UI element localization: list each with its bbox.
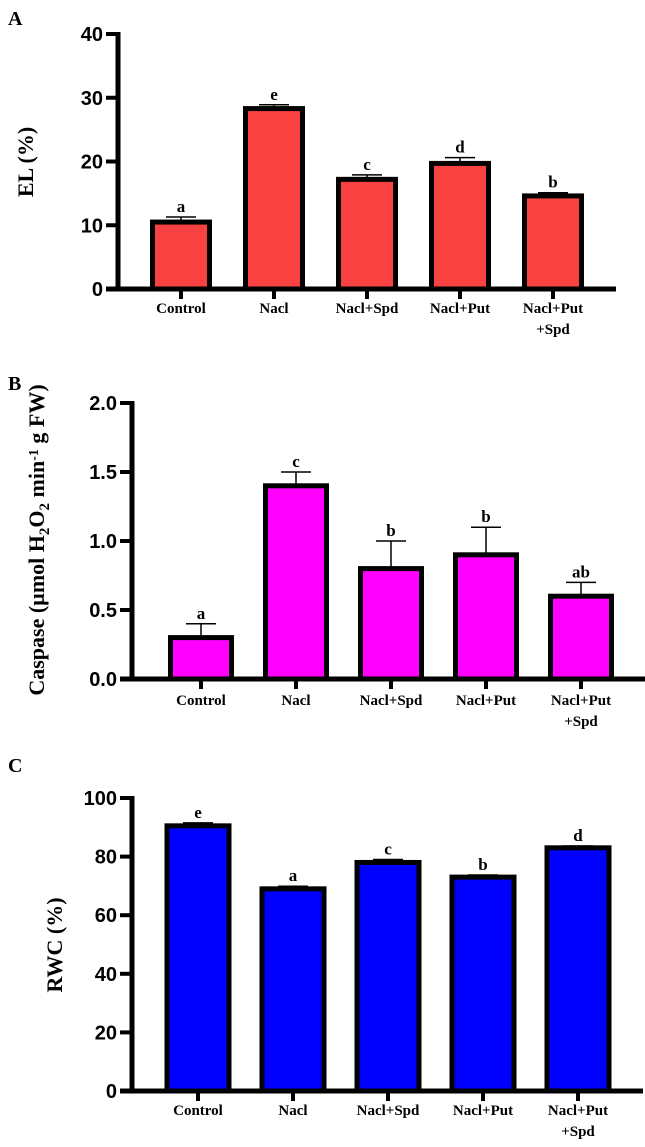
category-label: Control	[156, 301, 206, 317]
bar	[336, 176, 398, 292]
panel-c: C RWC (%) e Control a Nacl c Nacl+Spd b Nacl+Put d…	[8, 755, 643, 1140]
significance-label: a	[177, 197, 186, 216]
significance-label: b	[478, 855, 487, 874]
significance-label: ab	[572, 562, 590, 581]
y-axis-label: Caspase (µmol H2O2 min-1 g FW)	[24, 384, 53, 695]
category-label: Nacl	[281, 693, 310, 709]
y-axis-label-part: g FW)	[24, 384, 49, 449]
y-axis-label-part: EL (%)	[13, 127, 38, 197]
bar	[168, 635, 234, 682]
y-tick-label: 20	[81, 152, 103, 174]
category-label: Nacl+Put	[548, 1103, 608, 1119]
y-axis-label-part: RWC (%)	[42, 897, 67, 992]
y-tick-label: 60	[95, 905, 117, 927]
panel-label: B	[8, 373, 21, 395]
y-tick-label: 10	[81, 215, 103, 237]
category-label: Nacl+Spd	[357, 1103, 420, 1119]
bar	[429, 160, 491, 292]
significance-label: c	[384, 840, 392, 859]
bar	[150, 219, 212, 292]
y-tick-label: 0.0	[89, 669, 117, 691]
significance-label: e	[194, 803, 202, 822]
y-tick-label: 0	[92, 279, 103, 301]
y-tick-label: 1.0	[89, 531, 117, 553]
y-tick-label: 2.0	[89, 393, 117, 415]
significance-label: d	[455, 138, 465, 157]
category-label: Nacl	[259, 301, 288, 317]
significance-label: a	[289, 866, 298, 885]
category-label: Nacl+Put	[523, 301, 583, 317]
bar	[164, 823, 232, 1094]
bar	[449, 874, 517, 1094]
bar	[263, 483, 329, 682]
significance-label: b	[386, 521, 395, 540]
category-label: Nacl+Spd	[336, 301, 399, 317]
y-tick-label: 0.5	[89, 600, 117, 622]
category-label: Nacl	[278, 1103, 307, 1119]
category-label: Nacl+Spd	[360, 693, 423, 709]
bar	[259, 886, 327, 1094]
panel-a: A EL (%) a Control e Nacl c Nacl+Spd d Nacl+Put b N…	[8, 8, 616, 338]
y-tick-label: 40	[95, 964, 117, 986]
y-tick-label: 30	[81, 88, 103, 110]
y-axis-label-part: Caspase (µmol H	[24, 535, 49, 696]
category-label: Nacl+Put	[430, 301, 490, 317]
y-axis-label-part: -1	[27, 449, 42, 461]
bar	[453, 552, 519, 682]
significance-label: e	[270, 85, 278, 104]
y-tick-label: 20	[95, 1022, 117, 1044]
category-label: Nacl+Put	[456, 693, 516, 709]
bar	[522, 193, 584, 292]
y-tick-label: 80	[95, 847, 117, 869]
significance-label: a	[197, 604, 206, 623]
category-label: +Spd	[561, 1124, 595, 1140]
panel-label: C	[8, 755, 22, 777]
y-axis-label-part: 2	[37, 503, 53, 511]
category-label: Control	[176, 693, 226, 709]
y-axis-label-part: 2	[37, 528, 53, 536]
significance-label: d	[573, 826, 583, 845]
bar	[358, 566, 424, 682]
bar	[548, 593, 614, 682]
significance-label: c	[292, 452, 300, 471]
category-label: +Spd	[536, 322, 570, 338]
bar	[354, 859, 422, 1094]
significance-label: b	[481, 507, 490, 526]
category-label: Nacl+Put	[453, 1103, 513, 1119]
y-axis-label-part: min	[24, 461, 49, 503]
y-axis-label: EL (%)	[13, 127, 38, 197]
panel-label: A	[8, 8, 23, 30]
bar	[243, 106, 305, 292]
y-tick-label: 0	[106, 1081, 117, 1103]
y-tick-label: 40	[81, 24, 103, 46]
significance-label: b	[548, 173, 557, 192]
y-axis-label: RWC (%)	[42, 897, 67, 992]
category-label: Control	[173, 1103, 223, 1119]
significance-label: c	[363, 155, 371, 174]
y-axis-label-part: O	[24, 510, 49, 527]
category-label: Nacl+Put	[551, 693, 611, 709]
y-tick-label: 1.5	[89, 462, 117, 484]
category-label: +Spd	[564, 714, 598, 730]
bar	[544, 845, 612, 1094]
y-tick-label: 100	[84, 788, 117, 810]
